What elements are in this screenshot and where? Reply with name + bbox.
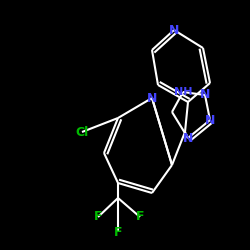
Text: F: F <box>94 210 102 224</box>
Text: N: N <box>183 132 193 144</box>
Text: F: F <box>114 226 122 238</box>
Text: N: N <box>205 114 215 126</box>
Text: NH: NH <box>174 87 192 97</box>
Text: N: N <box>200 88 210 102</box>
Text: Cl: Cl <box>76 126 88 138</box>
Text: N: N <box>147 92 157 104</box>
Text: N: N <box>169 24 179 36</box>
Text: F: F <box>136 210 144 224</box>
